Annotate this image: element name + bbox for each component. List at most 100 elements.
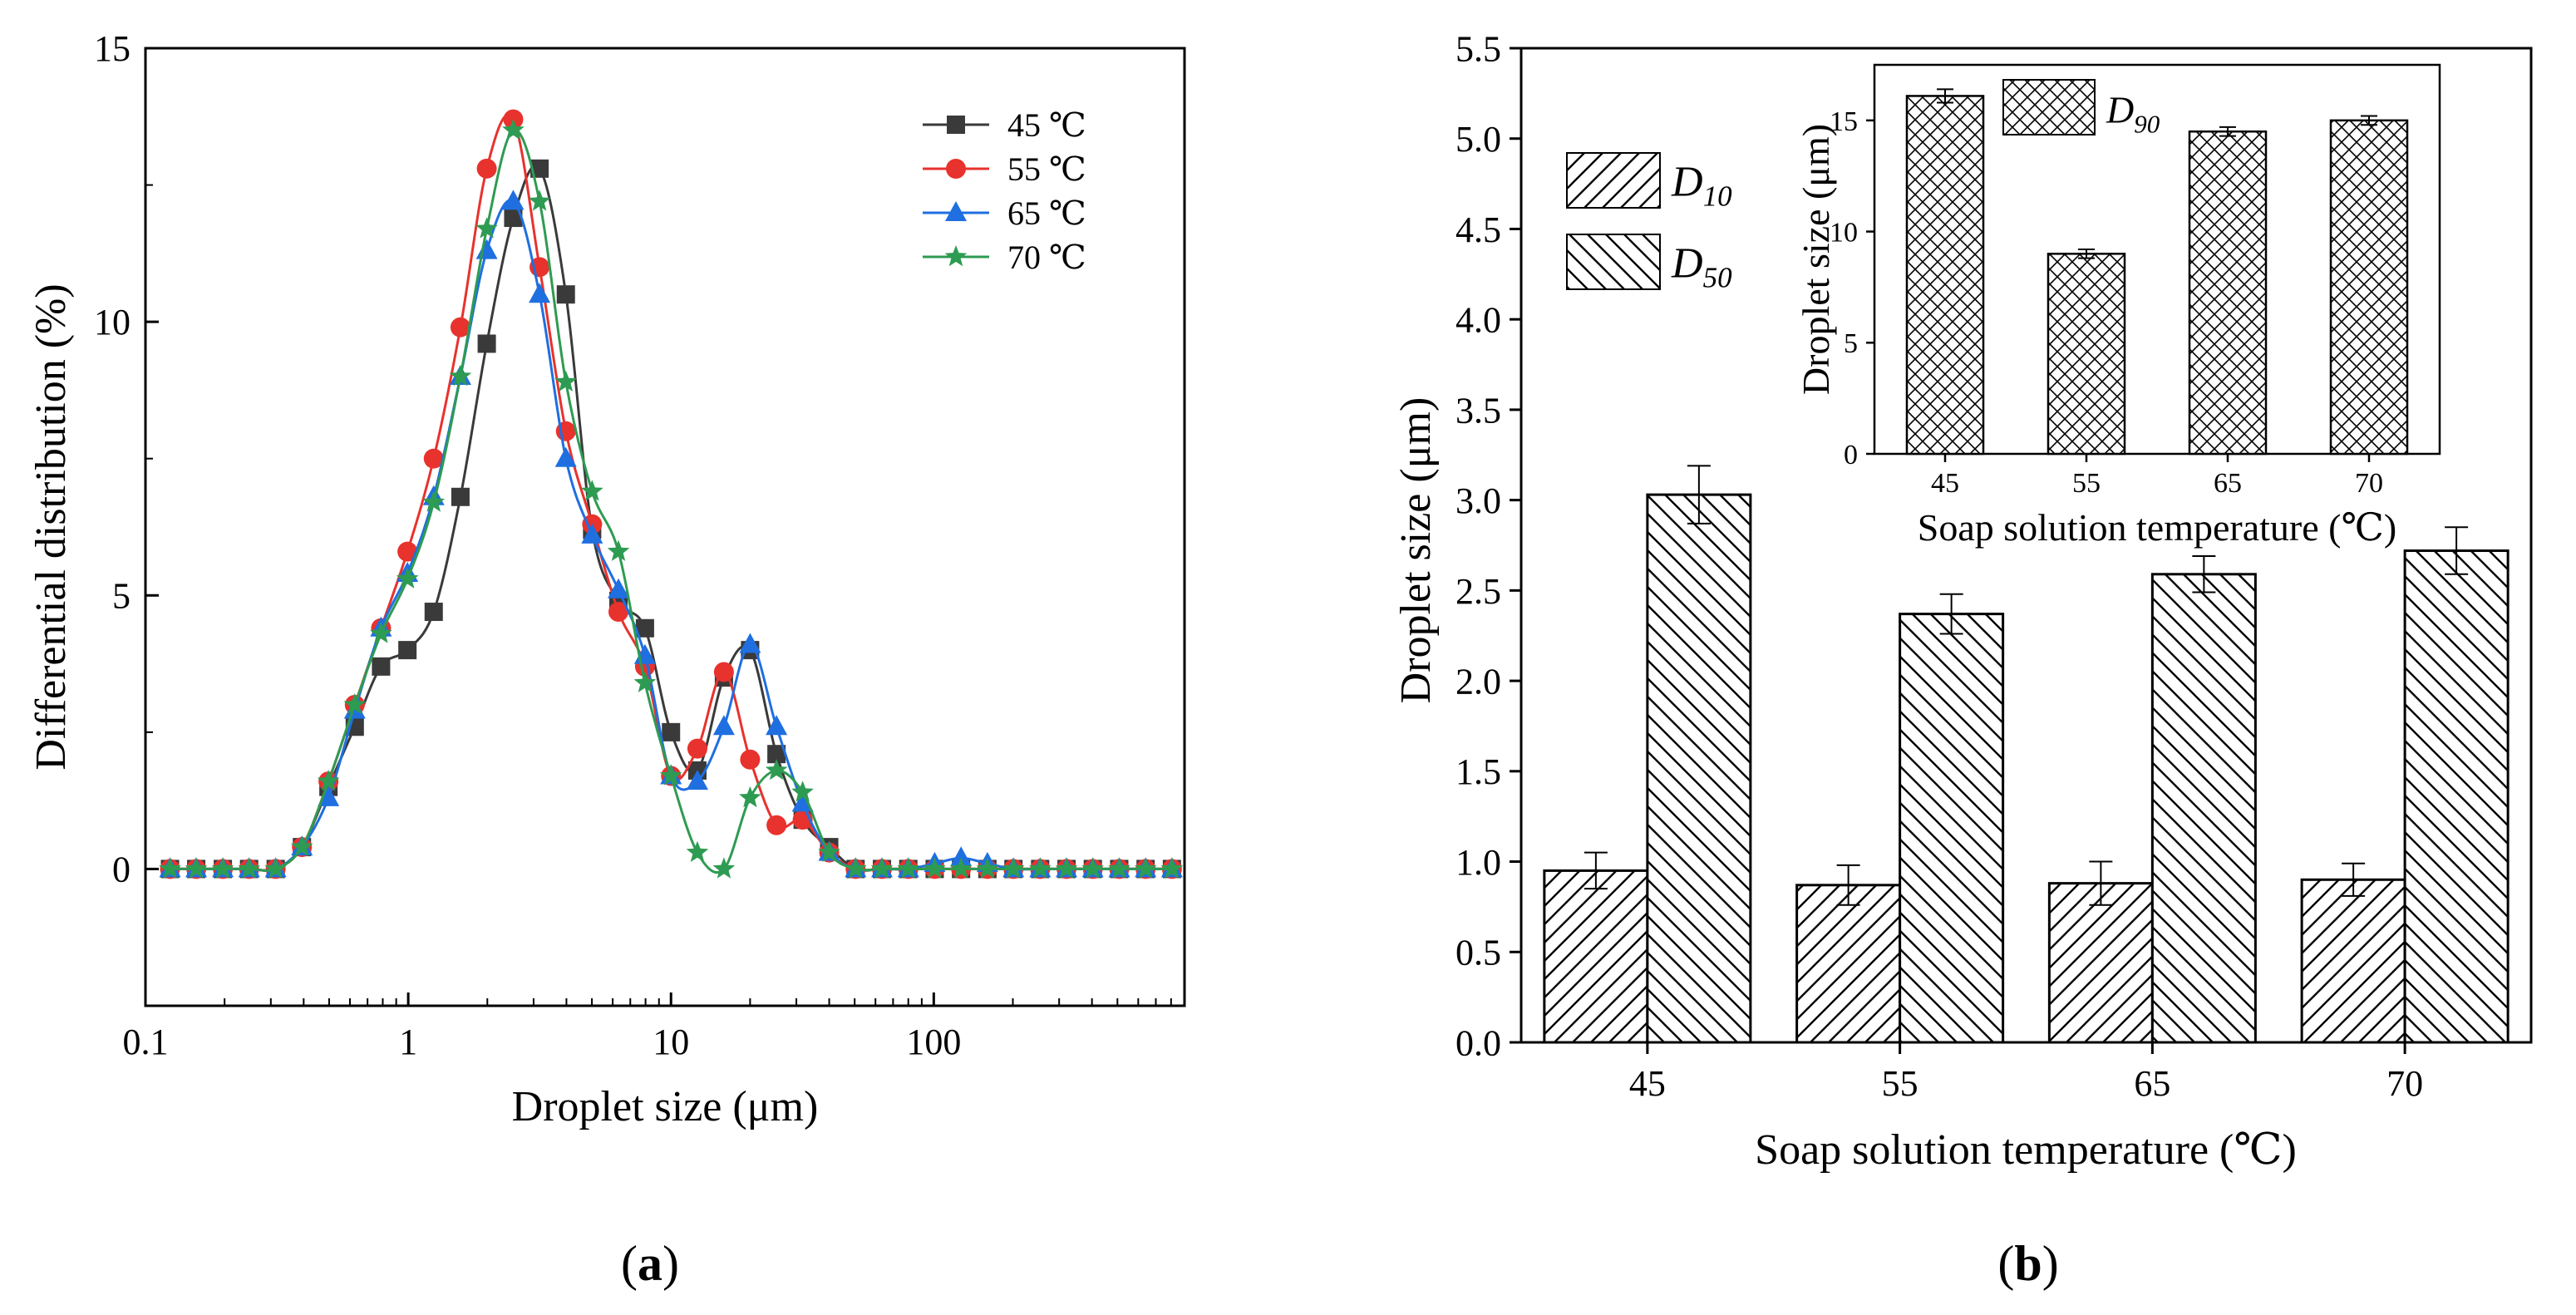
data-point-65	[318, 786, 340, 806]
legend-marker	[944, 245, 968, 267]
caption-b: (b)	[1997, 1236, 2058, 1291]
legend-label-sub: 50	[1703, 261, 1733, 293]
data-point-70	[422, 490, 446, 512]
legend-label: D10	[1671, 158, 1732, 212]
y-tick-label: 2.0	[1455, 661, 1501, 702]
x-tick-label: 100	[906, 1022, 961, 1062]
data-point-70	[659, 764, 682, 786]
data-point-55	[740, 749, 761, 770]
data-point-70	[870, 857, 894, 879]
data-point-70	[765, 758, 788, 781]
y-tick-label: 3.5	[1455, 390, 1501, 431]
data-point-70	[581, 480, 603, 501]
x-tick-label: 45	[1931, 468, 1959, 499]
data-point-65	[475, 239, 498, 259]
data-point-70	[1081, 857, 1104, 879]
data-point-45	[767, 745, 786, 764]
data-point-70	[475, 217, 498, 239]
legend-label: 45 ℃	[1007, 106, 1086, 144]
bar	[2150, 573, 2257, 1044]
legend-label-sub: 10	[1703, 180, 1733, 212]
chart-a-ylabel: Differential distribution (%)	[27, 283, 75, 770]
legend-label-main: D	[1671, 239, 1703, 287]
bar	[1795, 884, 1902, 1044]
data-point-70	[449, 365, 472, 387]
data-point-55	[608, 602, 629, 623]
chart-a-legend: 45 ℃ 55 ℃ 65 ℃ 70 ℃	[923, 106, 1086, 276]
data-point-70	[238, 857, 260, 879]
data-point-65	[950, 846, 973, 867]
data-point-70	[818, 840, 840, 862]
inset-ticks: 45 55 65 70 0 5 10 15	[1830, 106, 2383, 499]
legend-swatch	[2002, 79, 2096, 135]
bar	[1905, 95, 1985, 456]
data-point-65	[581, 523, 603, 544]
data-point-65	[554, 446, 577, 467]
chart-a-xlabel: Droplet size (μm)	[512, 1083, 819, 1130]
bar	[2188, 130, 2268, 456]
inset-xlabel: Soap solution temperature (℃)	[1918, 506, 2396, 549]
chart-a: 0.1 1 10 100 0 5 10 15 45 ℃ 55 ℃ 65 ℃ 70 ℃ Droplet…	[27, 28, 1186, 1130]
data-point-70	[845, 857, 867, 879]
inset-ylabel: Droplet size (μm)	[1795, 124, 1837, 395]
legend-item-45: 45 ℃	[923, 106, 1086, 144]
inset-legend: D90	[2002, 79, 2160, 138]
legend-label-sub: 90	[2134, 109, 2160, 138]
legend-item-D50: D50	[1566, 234, 1732, 293]
data-point-70	[396, 567, 419, 589]
x-tick-label: 45	[1629, 1063, 1666, 1104]
y-tick-label: 2.5	[1455, 571, 1501, 612]
data-point-45	[556, 285, 575, 304]
y-tick-label: 15	[1830, 106, 1858, 137]
data-point-45	[504, 209, 523, 228]
data-point-45	[424, 603, 443, 622]
legend-label: 55 ℃	[1007, 150, 1086, 188]
chart-b-xlabel: Soap solution temperature (℃)	[1755, 1126, 2297, 1174]
data-point-70	[712, 857, 736, 879]
x-tick-label: 1	[399, 1022, 417, 1062]
y-tick-label: 1.5	[1455, 751, 1501, 792]
data-point-70	[185, 857, 208, 879]
x-tick-label: 55	[2072, 468, 2101, 499]
legend-item-70: 70 ℃	[923, 239, 1086, 276]
chart-b-legend: D10 D50	[1566, 152, 1732, 293]
y-tick-label: 4.5	[1455, 209, 1501, 250]
inset-bars	[1905, 88, 2409, 456]
data-point-70	[607, 539, 630, 561]
bar	[2047, 253, 2126, 456]
data-point-70	[317, 770, 340, 791]
x-tick-label: 70	[2355, 468, 2383, 499]
data-point-65	[529, 283, 551, 303]
data-point-70	[211, 857, 234, 879]
data-point-70	[633, 671, 657, 692]
data-point-65	[686, 770, 708, 790]
data-point-45	[530, 159, 549, 178]
chart-b-inset: 45 55 65 70 0 5 10 15 D90 Soap solution tempera…	[1795, 63, 2441, 549]
y-tick-label: 15	[94, 28, 131, 69]
y-tick-label: 5.5	[1455, 28, 1501, 69]
legend-item-55: 55 ℃	[923, 150, 1086, 188]
chart-b: 45 55 65 70 0.0 0.5 1.0 1.5 2.0 2.5 3.0 3.5 4.0 4.5 5.…	[1392, 28, 2533, 1174]
legend-label: D50	[1671, 239, 1732, 293]
data-point-70	[264, 857, 287, 879]
data-point-70	[554, 370, 578, 392]
bar	[2300, 878, 2406, 1044]
y-tick-label: 5	[112, 575, 131, 616]
chart-a-series	[159, 109, 1184, 879]
data-point-70	[528, 190, 551, 211]
legend-swatch	[1566, 234, 1661, 290]
legend-item-D90: D90	[2002, 79, 2160, 138]
data-point-70	[897, 857, 919, 879]
y-tick-label: 4.0	[1455, 300, 1501, 341]
legend-label: D90	[2106, 88, 2160, 138]
chart-b-ticks: 45 55 65 70 0.0 0.5 1.0 1.5 2.0 2.5 3.0 3.5 4.0 4.5 5.…	[1455, 28, 2423, 1104]
y-tick-label: 0.5	[1455, 933, 1501, 973]
y-tick-label: 0.0	[1455, 1022, 1501, 1063]
legend-marker	[947, 116, 965, 134]
data-point-70	[686, 840, 709, 862]
data-point-65	[502, 190, 525, 210]
data-point-70	[1029, 857, 1052, 879]
data-point-65	[791, 791, 814, 812]
y-tick-label: 10	[94, 302, 131, 342]
